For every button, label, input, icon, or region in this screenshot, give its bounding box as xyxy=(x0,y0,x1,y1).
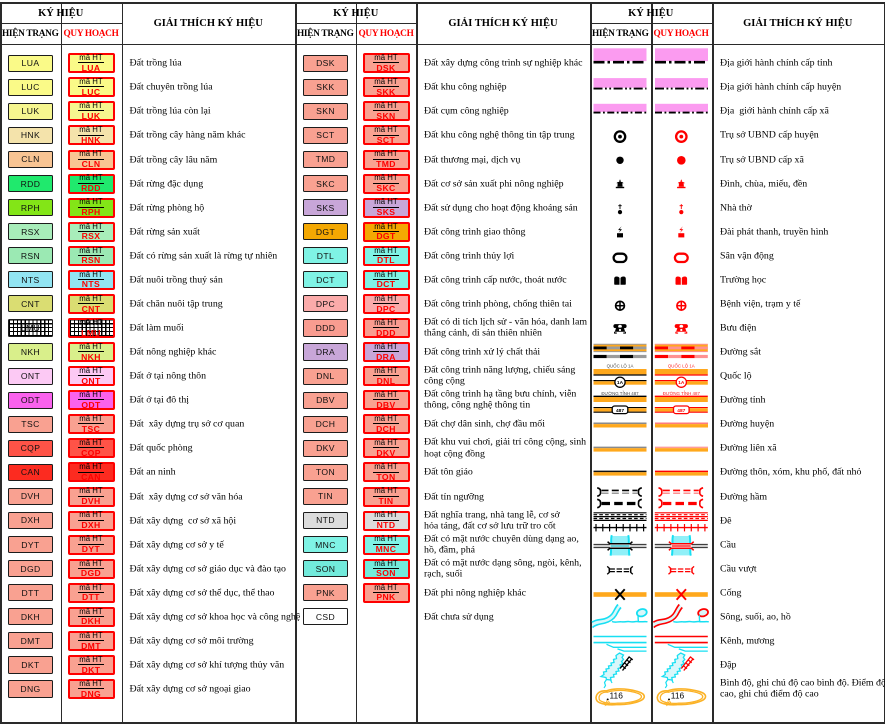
svg-text:1A: 1A xyxy=(678,380,685,386)
svg-text:487: 487 xyxy=(616,408,624,414)
svg-text:ĐƯỜNG TỈNH 487: ĐƯỜNG TỈNH 487 xyxy=(601,391,639,396)
svg-text:QUỐC LỘ 1A: QUỐC LỘ 1A xyxy=(668,363,695,368)
svg-text:16: 16 xyxy=(663,698,673,708)
svg-text:487: 487 xyxy=(677,408,685,414)
svg-text:1A: 1A xyxy=(617,380,624,386)
svg-text:116: 116 xyxy=(610,691,624,701)
svg-text:116: 116 xyxy=(671,691,685,701)
svg-text:ĐƯỜNG TỈNH 487: ĐƯỜNG TỈNH 487 xyxy=(663,391,701,396)
svg-text:16: 16 xyxy=(602,698,612,708)
svg-text:QUỐC LỘ 1A: QUỐC LỘ 1A xyxy=(607,363,634,368)
